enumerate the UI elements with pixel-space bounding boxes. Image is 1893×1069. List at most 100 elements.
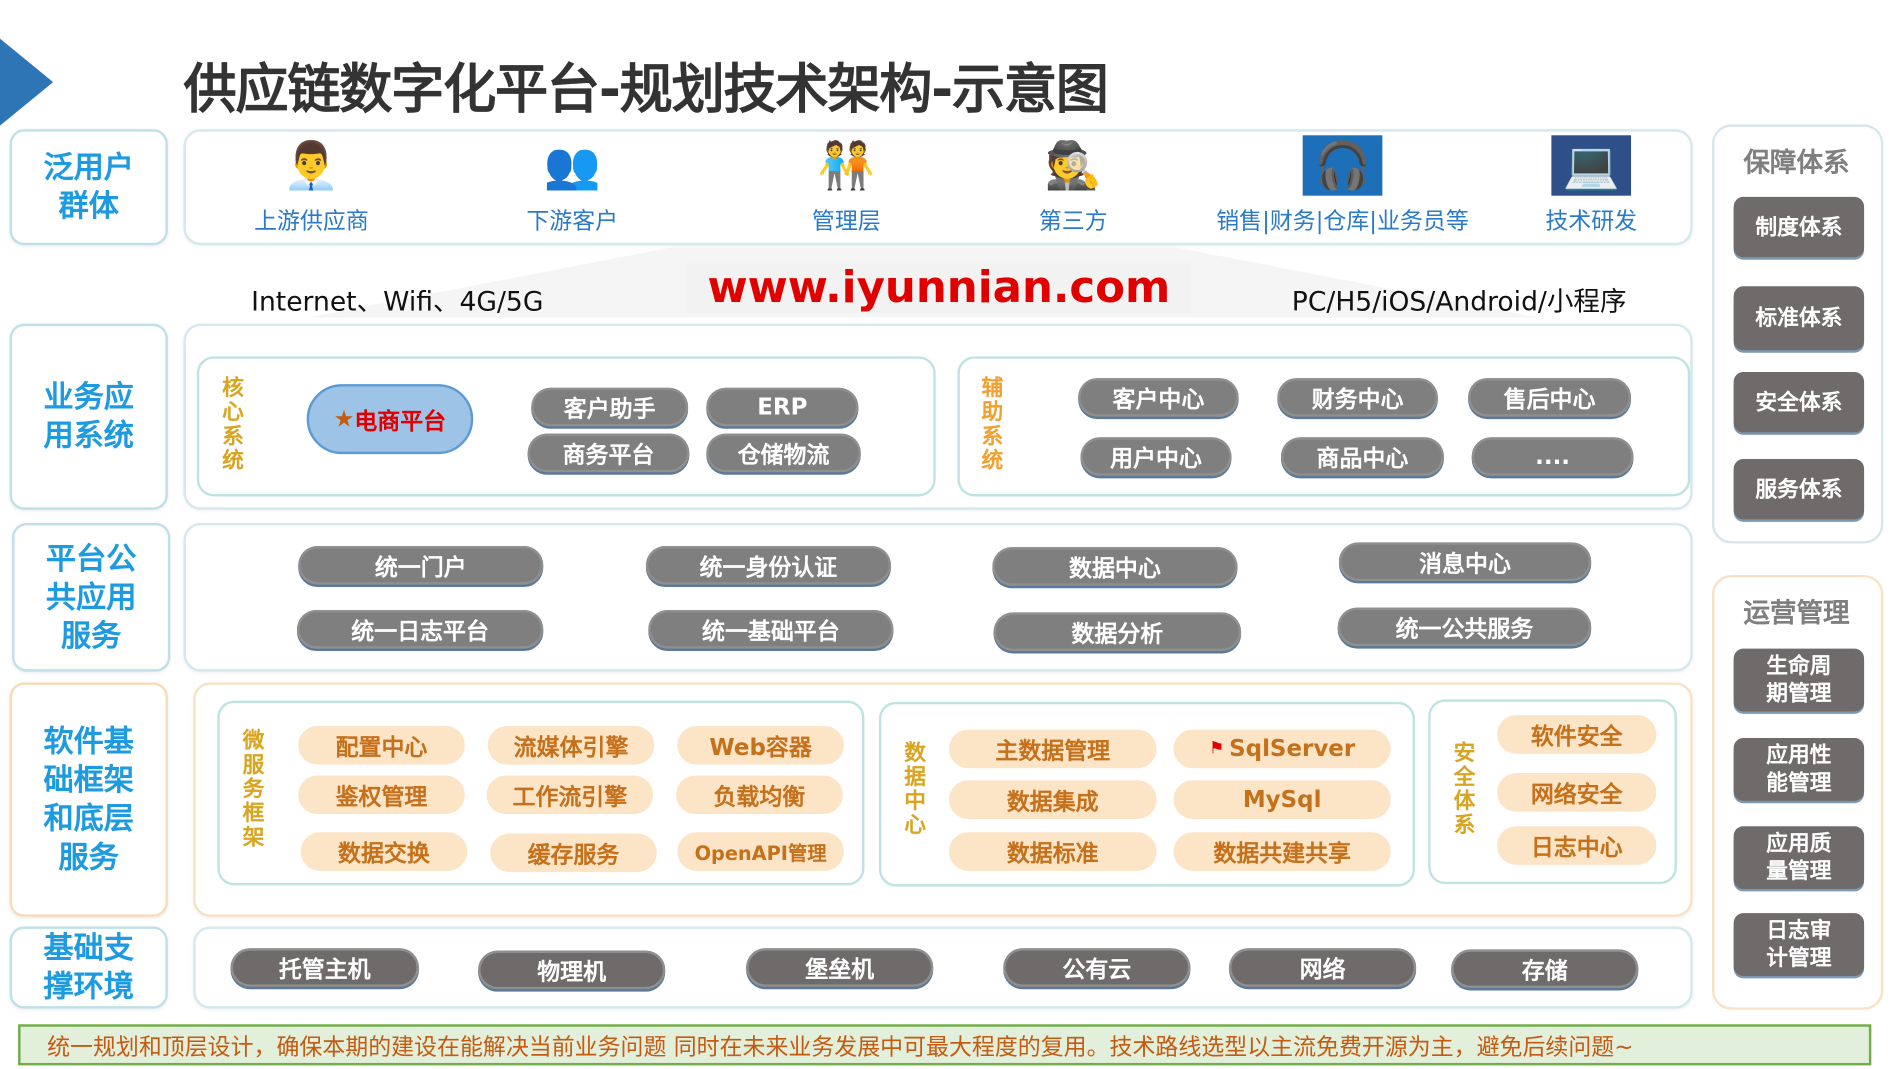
aux-item[interactable]: .... — [1471, 437, 1634, 476]
platform-item[interactable]: 统一基础平台 — [648, 609, 894, 649]
user-group: 🕵️ 第三方 — [1001, 135, 1146, 235]
star-icon: ★ — [333, 405, 355, 433]
data-item[interactable]: MySql — [1173, 780, 1391, 819]
infra-item[interactable]: 托管主机 — [230, 948, 419, 987]
layer-label-text: 业务应用系统 — [43, 379, 135, 453]
highlight-label: 电商平台 — [354, 407, 447, 435]
security-item[interactable]: 网络安全 — [1497, 773, 1657, 812]
data-item[interactable]: 数据标准 — [948, 832, 1157, 871]
micro-item[interactable]: Web容器 — [677, 725, 844, 765]
core-item[interactable]: ERP — [706, 387, 859, 427]
page-title: 供应链数字化平台-规划技术架构-示意图 — [183, 59, 1109, 121]
micro-item[interactable]: 鉴权管理 — [298, 775, 465, 815]
operations-item-label: 应用质量管理 — [1766, 831, 1832, 885]
guarantee-item[interactable]: 制度体系 — [1733, 196, 1865, 258]
user-label: 下游客户 — [526, 207, 619, 235]
operations-item-label: 生命周期管理 — [1766, 653, 1832, 707]
operations-item[interactable]: 日志审计管理 — [1733, 913, 1865, 976]
data-item-label: SqlServer — [1229, 735, 1356, 763]
layer-label-users: 泛用户群体 — [9, 129, 168, 246]
network-text: Internet、Wifi、4G/5G — [251, 287, 544, 318]
user-group: 👥 下游客户 — [500, 135, 645, 235]
ecommerce-platform-highlight[interactable]: ★ 电商平台 — [306, 384, 474, 455]
platform-item[interactable]: 数据中心 — [992, 547, 1238, 586]
users-panel — [183, 129, 1693, 246]
micro-item[interactable]: 配置中心 — [298, 725, 465, 765]
layer-label-infra: 基础支撑环境 — [9, 926, 168, 1009]
infra-item[interactable]: 存储 — [1451, 949, 1639, 989]
aux-item[interactable]: 商品中心 — [1280, 437, 1444, 476]
operations-item[interactable]: 生命周期管理 — [1733, 648, 1865, 712]
platform-item[interactable]: 统一公共服务 — [1337, 607, 1592, 647]
data-item-sqlserver[interactable]: ⚑ SqlServer — [1173, 729, 1391, 769]
guarantee-title: 保障体系 — [1743, 148, 1850, 179]
core-item[interactable]: 客户助手 — [531, 387, 689, 427]
aux-item[interactable]: 售后中心 — [1468, 378, 1632, 417]
layer-label-text: 泛用户群体 — [43, 149, 135, 224]
guarantee-item[interactable]: 服务体系 — [1733, 459, 1865, 520]
tech-rd-icon: 💻 — [1551, 135, 1632, 196]
user-label: 上游供应商 — [254, 207, 369, 235]
customers-icon: 👥 — [543, 138, 601, 192]
guarantee-item[interactable]: 安全体系 — [1733, 372, 1865, 433]
staff-icon: 🎧 — [1302, 135, 1383, 196]
micro-item[interactable]: 负载均衡 — [676, 775, 843, 815]
infra-item[interactable]: 网络 — [1229, 948, 1417, 987]
operations-title: 运营管理 — [1743, 599, 1850, 630]
security-item[interactable]: 日志中心 — [1497, 826, 1657, 865]
management-icon: 🧑‍🤝‍🧑 — [817, 138, 875, 192]
infra-item[interactable]: 堡垒机 — [746, 948, 934, 987]
operations-item[interactable]: 应用质量管理 — [1733, 826, 1865, 890]
data-item[interactable]: 数据共建共享 — [1173, 832, 1391, 871]
layer-label-text: 平台公共应用服务 — [45, 540, 137, 653]
user-label: 第三方 — [1038, 207, 1108, 235]
user-group: 🎧 销售|财务|仓库|业务员等 — [1198, 135, 1488, 235]
platform-item[interactable]: 统一身份认证 — [645, 545, 891, 585]
guarantee-item[interactable]: 标准体系 — [1733, 286, 1865, 351]
core-item[interactable]: 仓储物流 — [706, 433, 861, 473]
operations-item-label: 应用性能管理 — [1766, 742, 1832, 797]
operations-item-label: 日志审计管理 — [1766, 918, 1832, 972]
aux-item[interactable]: 财务中心 — [1277, 378, 1438, 417]
aux-systems-label: 辅助系统 — [981, 375, 1004, 474]
infra-panel — [193, 926, 1693, 1009]
datacenter-label: 数据中心 — [904, 740, 926, 839]
layer-label-text: 基础支撑环境 — [43, 930, 135, 1004]
microservice-label: 微服务框架 — [242, 728, 265, 851]
user-label: 技术研发 — [1545, 207, 1638, 235]
supplier-icon: 👨‍💼 — [282, 138, 341, 192]
platform-item[interactable]: 统一门户 — [298, 545, 544, 585]
layer-label-text: 软件基础框架和底层服务 — [43, 723, 135, 875]
layer-label-business: 业务应用系统 — [9, 323, 168, 510]
footer-text: 统一规划和顶层设计，确保本期的建设在能解决当前业务问题 同时在未来业务发展中可最… — [47, 1033, 1634, 1060]
layer-label-platform: 平台公共应用服务 — [12, 523, 171, 672]
aux-item[interactable]: 用户中心 — [1080, 437, 1232, 476]
website-url[interactable]: www.iyunnian.com — [685, 263, 1193, 313]
user-label: 管理层 — [811, 207, 881, 235]
data-item[interactable]: 主数据管理 — [948, 729, 1157, 769]
micro-item[interactable]: 数据交换 — [300, 832, 468, 871]
platform-item[interactable]: 数据分析 — [993, 612, 1242, 652]
clients-text: PC/H5/iOS/Android/小程序 — [1291, 287, 1627, 318]
micro-item[interactable]: 缓存服务 — [490, 833, 657, 873]
infra-item[interactable]: 物理机 — [478, 950, 666, 990]
operations-item[interactable]: 应用性能管理 — [1733, 738, 1865, 801]
platform-item[interactable]: 统一日志平台 — [296, 609, 544, 649]
security-label: 安全体系 — [1453, 740, 1476, 839]
core-item[interactable]: 商务平台 — [527, 433, 690, 473]
micro-item[interactable]: 流媒体引擎 — [487, 725, 655, 765]
user-group: 🧑‍🤝‍🧑 管理层 — [774, 135, 919, 235]
micro-item[interactable]: OpenAPI管理 — [677, 832, 844, 871]
security-item[interactable]: 软件安全 — [1497, 715, 1657, 754]
footer-banner: 统一规划和顶层设计，确保本期的建设在能解决当前业务问题 同时在未来业务发展中可最… — [18, 1024, 1872, 1066]
data-item[interactable]: 数据集成 — [948, 780, 1157, 819]
corner-triangle-decoration — [0, 38, 54, 126]
user-group: 👨‍💼 上游供应商 — [239, 135, 384, 235]
micro-item[interactable]: 工作流引擎 — [486, 775, 654, 815]
aux-item[interactable]: 客户中心 — [1078, 378, 1239, 417]
platform-item[interactable]: 消息中心 — [1338, 542, 1592, 581]
user-group: 💻 技术研发 — [1519, 135, 1664, 235]
layer-label-software: 软件基础框架和底层服务 — [9, 682, 168, 917]
infra-item[interactable]: 公有云 — [1003, 948, 1191, 987]
core-systems-label: 核心系统 — [222, 375, 244, 474]
